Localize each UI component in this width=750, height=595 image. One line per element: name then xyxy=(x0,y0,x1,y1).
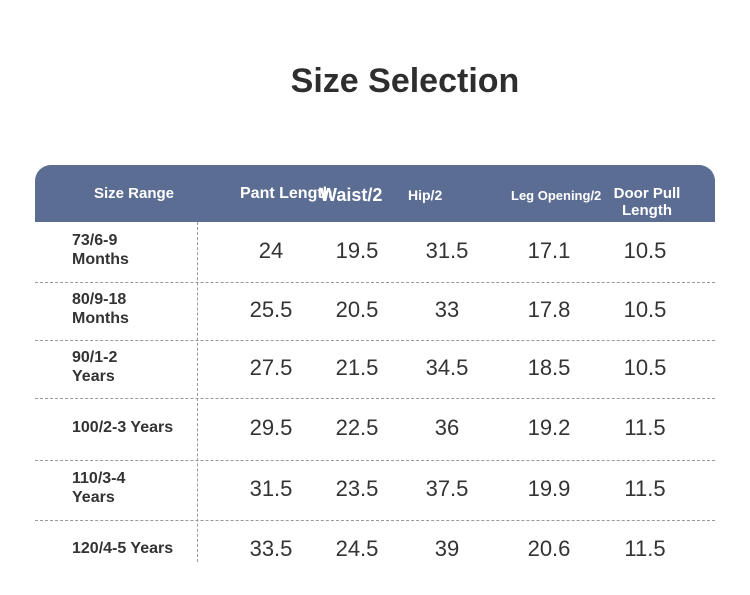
cell-value: 33.5 xyxy=(249,536,293,561)
cell-value: 34.5 xyxy=(425,355,469,380)
cell-value: 21.5 xyxy=(335,355,379,380)
cell-value: 23.5 xyxy=(335,476,379,501)
cell-value: 29.5 xyxy=(249,415,293,440)
cell-value: 24 xyxy=(258,238,284,263)
cell-value: 11.5 xyxy=(624,536,666,561)
size-label: 73/6-9 Months xyxy=(72,232,129,268)
cell-value: 19.5 xyxy=(335,238,379,263)
header-cell: Size Range xyxy=(94,185,175,202)
cell-value: 18.5 xyxy=(527,355,571,380)
cell-value: 24.5 xyxy=(335,536,379,561)
cell-value: 27.5 xyxy=(249,355,293,380)
cell-value: 31.5 xyxy=(425,238,469,263)
row-divider xyxy=(35,340,715,341)
cell-value: 36 xyxy=(434,415,460,440)
cell-value: 37.5 xyxy=(425,476,469,501)
row-divider xyxy=(35,282,715,283)
row-divider xyxy=(35,460,715,461)
cell-value: 11.5 xyxy=(624,476,666,501)
row-divider xyxy=(35,520,715,521)
cell-value: 10.5 xyxy=(623,355,667,380)
cell-value: 25.5 xyxy=(249,297,293,322)
header-band xyxy=(35,165,715,222)
cell-value: 10.5 xyxy=(623,297,667,322)
row-divider xyxy=(35,398,715,399)
cell-value: 11.5 xyxy=(624,415,666,440)
header-cell: Waist/2 xyxy=(320,185,383,205)
size-label: 80/9-18 Months xyxy=(72,291,129,327)
header-cell: Leg Opening/2 xyxy=(511,188,602,203)
cell-value: 20.5 xyxy=(335,297,379,322)
column-divider xyxy=(197,222,198,562)
title: Size Selection xyxy=(290,62,520,100)
cell-value: 19.2 xyxy=(527,415,571,440)
cell-value: 31.5 xyxy=(249,476,293,501)
size-label: 100/2-3 Years xyxy=(72,418,174,436)
size-label: 90/1-2 Years xyxy=(72,349,118,385)
header-cell: Pant Length xyxy=(240,185,333,202)
cell-value: 20.6 xyxy=(527,536,571,561)
cell-value: 10.5 xyxy=(623,238,667,263)
header-cell: Hip/2 xyxy=(408,187,443,203)
cell-value: 39 xyxy=(434,536,460,561)
cell-value: 33 xyxy=(434,297,460,322)
cell-value: 17.8 xyxy=(527,297,571,322)
size-label: 120/4-5 Years xyxy=(72,539,174,557)
cell-value: 17.1 xyxy=(527,238,571,263)
cell-value: 22.5 xyxy=(335,415,379,440)
cell-value: 19.9 xyxy=(527,476,571,501)
header-cell: Door Pull Length xyxy=(613,185,681,219)
size-label: 110/3-4 Years xyxy=(72,470,126,506)
